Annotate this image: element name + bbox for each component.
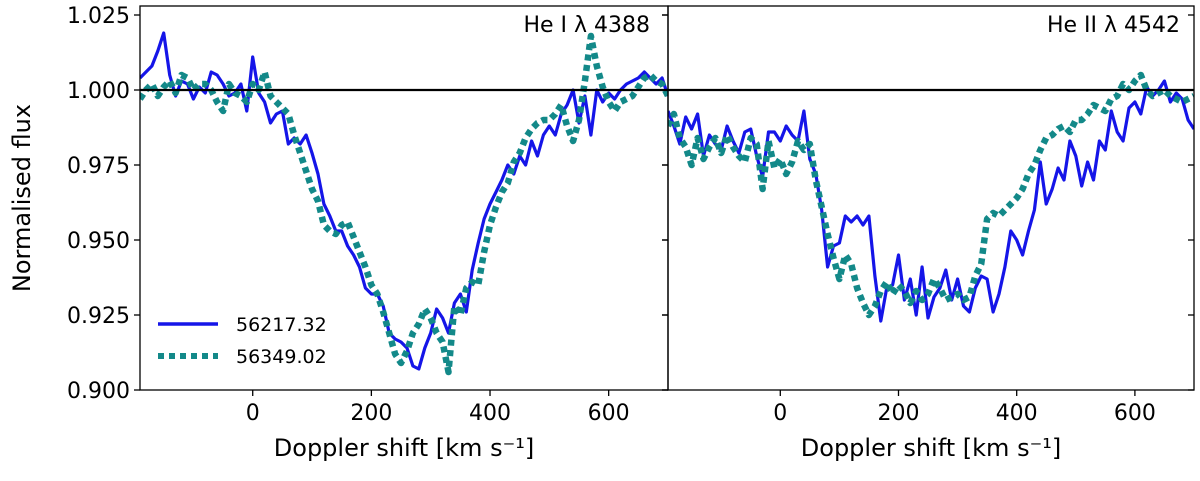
legend-entry: 56217.32 (236, 314, 327, 336)
series-line-56217-32 (140, 31, 668, 371)
y-axis-label: Normalised flux (8, 104, 36, 292)
y-tick-label: 0.950 (67, 229, 130, 254)
x-tick-label: 0 (246, 401, 260, 426)
x-tick-label: 400 (469, 401, 511, 426)
x-axis-label: Doppler shift [km s⁻¹] (801, 434, 1061, 462)
x-tick-label: 600 (1114, 401, 1156, 426)
series-line-56217-32 (668, 79, 1194, 323)
series-line-56349-02 (668, 71, 1194, 319)
y-tick-label: 1.000 (67, 79, 130, 104)
y-tick-label: 0.900 (67, 379, 130, 404)
legend-entry: 56349.02 (236, 346, 327, 368)
panel-title: He I λ 4388 (523, 13, 650, 38)
y-tick-label: 0.925 (67, 304, 130, 329)
panel-frame (667, 5, 1195, 391)
panel-frame (139, 5, 669, 391)
x-tick-label: 0 (773, 401, 787, 426)
panel-title: He II λ 4542 (1047, 13, 1180, 38)
x-tick-label: 200 (350, 401, 392, 426)
x-tick-label: 200 (877, 401, 919, 426)
series-line-56349-02 (140, 32, 668, 376)
x-tick-label: 600 (588, 401, 630, 426)
y-tick-label: 1.025 (67, 4, 130, 29)
panel-he-ii-4542: 0 200 400 600 He II λ 4542 Doppler shift [k… (662, 5, 1195, 462)
panel-he-i-4388: 0 200 400 600 0.900 0.925 0.950 0.975 1.000 1.025… (8, 4, 669, 462)
legend: 56217.32 56349.02 (158, 314, 327, 368)
x-tick-label: 400 (996, 401, 1038, 426)
y-tick-label: 0.975 (67, 154, 130, 179)
x-axis-label: Doppler shift [km s⁻¹] (274, 434, 534, 462)
